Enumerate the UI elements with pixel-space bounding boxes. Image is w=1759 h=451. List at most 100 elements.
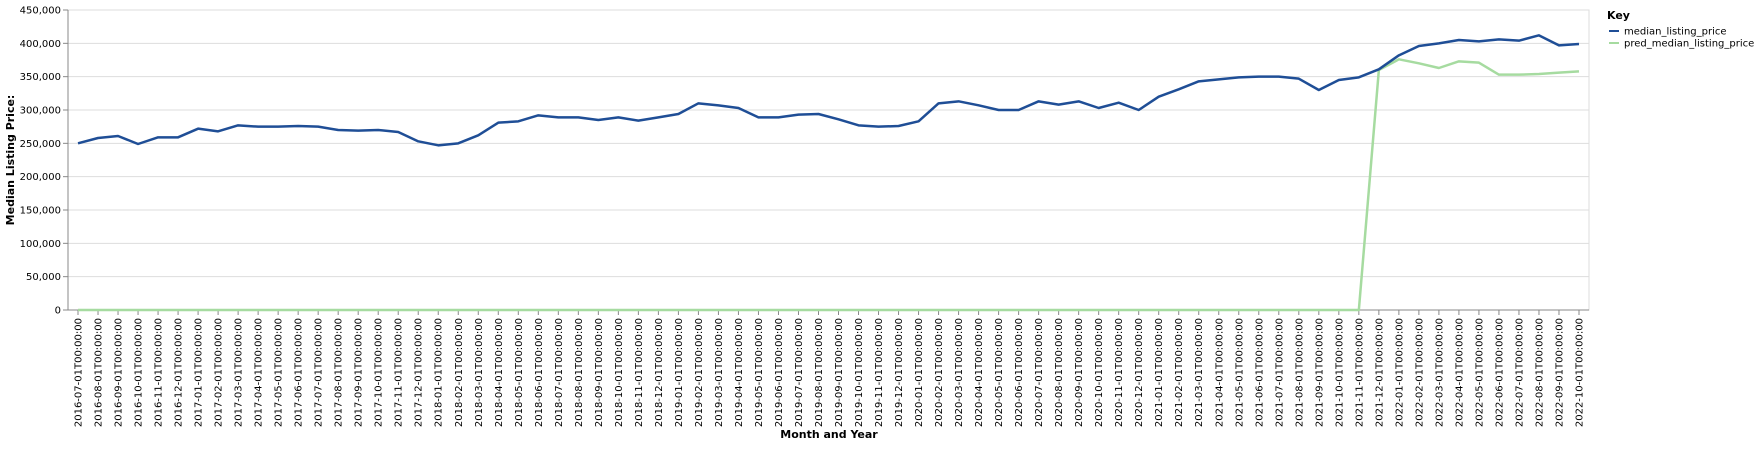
x-tick-label: 2016-08-01T00:00:00 — [94, 318, 105, 427]
x-tick-label: 2017-10-01T00:00:00 — [374, 318, 385, 427]
x-tick-label: 2022-01-01T00:00:00 — [1394, 318, 1405, 427]
legend: Key median_listing_pricepred_median_list… — [1607, 9, 1754, 50]
legend-label: median_listing_price — [1624, 27, 1727, 38]
x-tick-label: 2017-07-01T00:00:00 — [314, 318, 325, 427]
x-tick-label: 2018-08-01T00:00:00 — [574, 318, 585, 427]
x-tick-label: 2017-06-01T00:00:00 — [294, 318, 305, 427]
series-lines — [77, 34, 1580, 312]
x-tick-label: 2019-04-01T00:00:00 — [734, 318, 745, 427]
x-tick-label: 2020-11-01T00:00:00 — [1114, 318, 1125, 427]
y-tick-label: 0 — [55, 306, 61, 317]
x-tick-label: 2017-05-01T00:00:00 — [274, 318, 285, 427]
x-tick-label: 2016-11-01T00:00:00 — [154, 318, 165, 427]
x-tick-label: 2019-08-01T00:00:00 — [814, 318, 825, 427]
x-tick-label: 2019-10-01T00:00:00 — [854, 318, 865, 427]
x-tick-label: 2018-11-01T00:00:00 — [634, 318, 645, 427]
legend-title: Key — [1607, 9, 1630, 22]
x-tick-label: 2022-10-01T00:00:00 — [1574, 318, 1585, 427]
y-tick-label: 400,000 — [20, 39, 61, 50]
x-tick-label: 2021-11-01T00:00:00 — [1354, 318, 1365, 427]
x-tick-label: 2020-03-01T00:00:00 — [954, 318, 965, 427]
x-tick-label: 2020-01-01T00:00:00 — [914, 318, 925, 427]
x-tick-label: 2017-11-01T00:00:00 — [394, 318, 405, 427]
x-tick-label: 2019-06-01T00:00:00 — [774, 318, 785, 427]
x-tick-label: 2020-12-01T00:00:00 — [1134, 318, 1145, 427]
x-tick-label: 2021-05-01T00:00:00 — [1234, 318, 1245, 427]
grid — [67, 9, 1590, 311]
legend-label: pred_median_listing_price — [1624, 39, 1754, 50]
x-tick-label: 2018-12-01T00:00:00 — [654, 318, 665, 427]
series-line-pred-median-listing-price — [78, 58, 1580, 312]
x-tick-label: 2017-08-01T00:00:00 — [334, 318, 345, 427]
x-tick-label: 2021-06-01T00:00:00 — [1254, 318, 1265, 427]
x-tick-label: 2022-08-01T00:00:00 — [1534, 318, 1545, 427]
x-tick-label: 2020-07-01T00:00:00 — [1034, 318, 1045, 427]
x-tick-label: 2021-12-01T00:00:00 — [1374, 318, 1385, 427]
x-tick-label: 2018-10-01T00:00:00 — [614, 318, 625, 427]
x-tick-label: 2020-08-01T00:00:00 — [1054, 318, 1065, 427]
x-tick-label: 2021-03-01T00:00:00 — [1194, 318, 1205, 427]
y-tick-label: 350,000 — [20, 72, 61, 83]
x-tick-label: 2019-05-01T00:00:00 — [754, 318, 765, 427]
y-tick-label: 250,000 — [20, 139, 61, 150]
x-tick-label: 2022-03-01T00:00:00 — [1434, 318, 1445, 427]
y-tick-label: 100,000 — [20, 239, 61, 250]
x-tick-label: 2020-05-01T00:00:00 — [994, 318, 1005, 427]
x-tick-label: 2021-07-01T00:00:00 — [1274, 318, 1285, 427]
x-tick-label: 2019-11-01T00:00:00 — [874, 318, 885, 427]
x-tick-label: 2022-04-01T00:00:00 — [1454, 318, 1465, 427]
legend-items: median_listing_pricepred_median_listing_… — [1609, 27, 1754, 50]
x-tick-label: 2017-12-01T00:00:00 — [414, 318, 425, 427]
y-tick-label: 450,000 — [20, 6, 61, 17]
x-tick-label: 2022-06-01T00:00:00 — [1494, 318, 1505, 427]
x-tick-label: 2016-12-01T00:00:00 — [174, 318, 185, 427]
x-tick-label: 2022-02-01T00:00:00 — [1414, 318, 1425, 427]
x-tick-label: 2021-01-01T00:00:00 — [1154, 318, 1165, 427]
x-tick-label: 2019-12-01T00:00:00 — [894, 318, 905, 427]
x-tick-label: 2019-01-01T00:00:00 — [674, 318, 685, 427]
x-axis-title: Month and Year — [780, 428, 878, 441]
x-tick-label: 2021-09-01T00:00:00 — [1314, 318, 1325, 427]
y-axis-title: Median Listing Price: — [4, 95, 17, 226]
y-tick-label: 200,000 — [20, 172, 61, 183]
x-tick-label: 2018-07-01T00:00:00 — [554, 318, 565, 427]
x-tick-label: 2018-05-01T00:00:00 — [514, 318, 525, 427]
x-tick-label: 2019-03-01T00:00:00 — [714, 318, 725, 427]
plot-frame — [67, 9, 1590, 311]
x-tick-label: 2018-02-01T00:00:00 — [454, 318, 465, 427]
x-tick-label: 2016-10-01T00:00:00 — [134, 318, 145, 427]
x-tick-label: 2021-02-01T00:00:00 — [1174, 318, 1185, 427]
y-tick-label: 300,000 — [20, 106, 61, 117]
x-tick-label: 2020-09-01T00:00:00 — [1074, 318, 1085, 427]
x-tick-label: 2022-05-01T00:00:00 — [1474, 318, 1485, 427]
x-tick-label: 2022-07-01T00:00:00 — [1514, 318, 1525, 427]
x-tick-label: 2017-03-01T00:00:00 — [234, 318, 245, 427]
x-tick-label: 2019-07-01T00:00:00 — [794, 318, 805, 427]
x-tick-label: 2019-02-01T00:00:00 — [694, 318, 705, 427]
x-tick-label: 2018-09-01T00:00:00 — [594, 318, 605, 427]
x-tick-label: 2021-10-01T00:00:00 — [1334, 318, 1345, 427]
series-line-median-listing-price — [77, 34, 1580, 147]
x-tick-label: 2020-06-01T00:00:00 — [1014, 318, 1025, 427]
x-tick-label: 2016-09-01T00:00:00 — [114, 318, 125, 427]
x-tick-label: 2021-04-01T00:00:00 — [1214, 318, 1225, 427]
x-tick-label: 2017-02-01T00:00:00 — [214, 318, 225, 427]
x-tick-label: 2017-01-01T00:00:00 — [194, 318, 205, 427]
x-tick-label: 2018-03-01T00:00:00 — [474, 318, 485, 427]
x-tick-label: 2016-07-01T00:00:00 — [74, 318, 85, 427]
x-tick-label: 2020-04-01T00:00:00 — [974, 318, 985, 427]
x-tick-label: 2020-02-01T00:00:00 — [934, 318, 945, 427]
x-tick-label: 2017-09-01T00:00:00 — [354, 318, 365, 427]
x-tick-label: 2018-01-01T00:00:00 — [434, 318, 445, 427]
x-tick-label: 2017-04-01T00:00:00 — [254, 318, 265, 427]
x-tick-label: 2018-04-01T00:00:00 — [494, 318, 505, 427]
x-tick-label: 2018-06-01T00:00:00 — [534, 318, 545, 427]
y-tick-label: 50,000 — [26, 272, 61, 283]
y-tick-label: 150,000 — [20, 206, 61, 217]
x-tick-label: 2022-09-01T00:00:00 — [1554, 318, 1565, 427]
x-tick-label: 2021-08-01T00:00:00 — [1294, 318, 1305, 427]
x-tick-label: 2020-10-01T00:00:00 — [1094, 318, 1105, 427]
x-tick-label: 2019-09-01T00:00:00 — [834, 318, 845, 427]
